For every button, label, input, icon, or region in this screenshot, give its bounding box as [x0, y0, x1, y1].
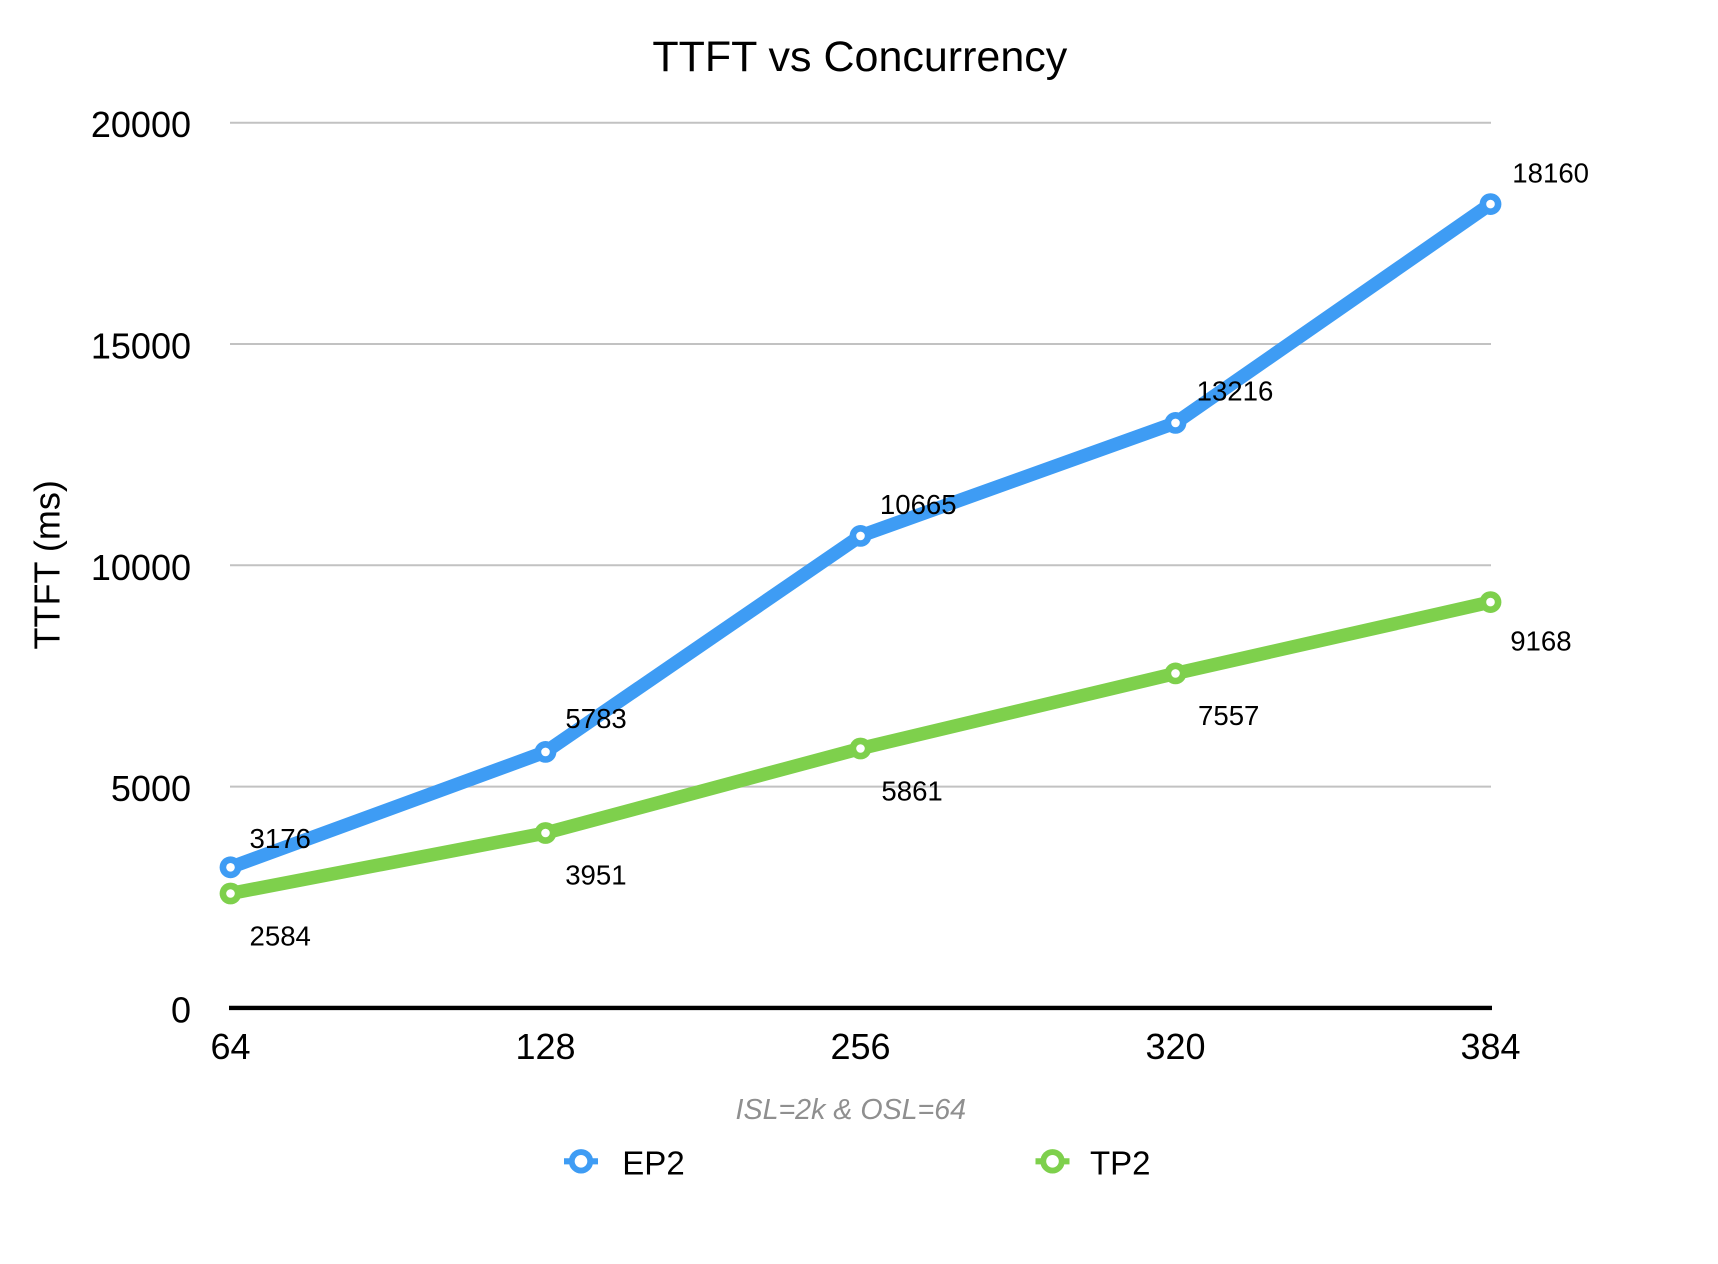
svg-text:20000: 20000: [91, 104, 191, 145]
svg-text:2584: 2584: [250, 921, 311, 952]
svg-text:5861: 5861: [881, 775, 942, 806]
svg-text:15000: 15000: [91, 326, 191, 367]
svg-text:3176: 3176: [250, 823, 311, 854]
svg-text:5000: 5000: [111, 768, 191, 809]
svg-text:320: 320: [1145, 1026, 1205, 1067]
svg-text:256: 256: [830, 1026, 890, 1067]
svg-text:64: 64: [210, 1026, 250, 1067]
svg-text:9168: 9168: [1510, 626, 1571, 657]
svg-text:10000: 10000: [91, 547, 191, 588]
svg-text:TTFT (ms): TTFT (ms): [27, 480, 68, 649]
svg-text:5783: 5783: [565, 703, 626, 734]
svg-text:10665: 10665: [880, 489, 957, 520]
svg-text:128: 128: [515, 1026, 575, 1067]
svg-text:3951: 3951: [565, 859, 626, 890]
svg-text:13216: 13216: [1197, 376, 1274, 407]
svg-text:ISL=2k & OSL=64: ISL=2k & OSL=64: [736, 1094, 967, 1126]
svg-text:0: 0: [171, 989, 191, 1030]
svg-text:EP2: EP2: [622, 1145, 684, 1182]
svg-text:384: 384: [1460, 1026, 1520, 1067]
svg-text:7557: 7557: [1198, 700, 1259, 731]
svg-text:TP2: TP2: [1090, 1145, 1151, 1182]
svg-text:TTFT vs Concurrency: TTFT vs Concurrency: [652, 33, 1067, 81]
svg-text:18160: 18160: [1512, 157, 1589, 188]
